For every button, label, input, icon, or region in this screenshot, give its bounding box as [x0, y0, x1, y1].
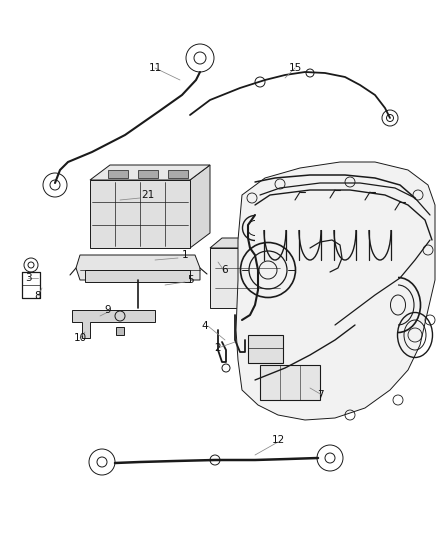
Text: 8: 8: [35, 291, 41, 301]
Polygon shape: [190, 165, 210, 248]
Bar: [85, 270, 190, 282]
Bar: [260, 365, 320, 400]
Bar: [248, 335, 283, 363]
Text: 9: 9: [105, 305, 111, 315]
Polygon shape: [72, 310, 155, 338]
Polygon shape: [90, 165, 210, 180]
Text: 6: 6: [222, 265, 228, 275]
Bar: [116, 327, 124, 335]
Text: 4: 4: [201, 321, 208, 331]
Text: 2: 2: [215, 343, 221, 353]
Text: 21: 21: [141, 190, 155, 200]
Polygon shape: [236, 162, 435, 420]
Text: 10: 10: [74, 333, 87, 343]
Text: 11: 11: [148, 63, 162, 73]
Bar: [138, 170, 158, 178]
Polygon shape: [285, 238, 297, 308]
Text: 1: 1: [182, 250, 188, 260]
Polygon shape: [210, 238, 297, 248]
Bar: [108, 170, 128, 178]
Text: 3: 3: [25, 273, 31, 283]
Text: 12: 12: [272, 435, 285, 445]
Text: 5: 5: [187, 275, 193, 285]
Bar: [90, 180, 190, 248]
Text: 15: 15: [288, 63, 302, 73]
Bar: [168, 170, 188, 178]
Bar: [210, 248, 285, 308]
Text: 7: 7: [317, 390, 323, 400]
Polygon shape: [76, 255, 200, 280]
